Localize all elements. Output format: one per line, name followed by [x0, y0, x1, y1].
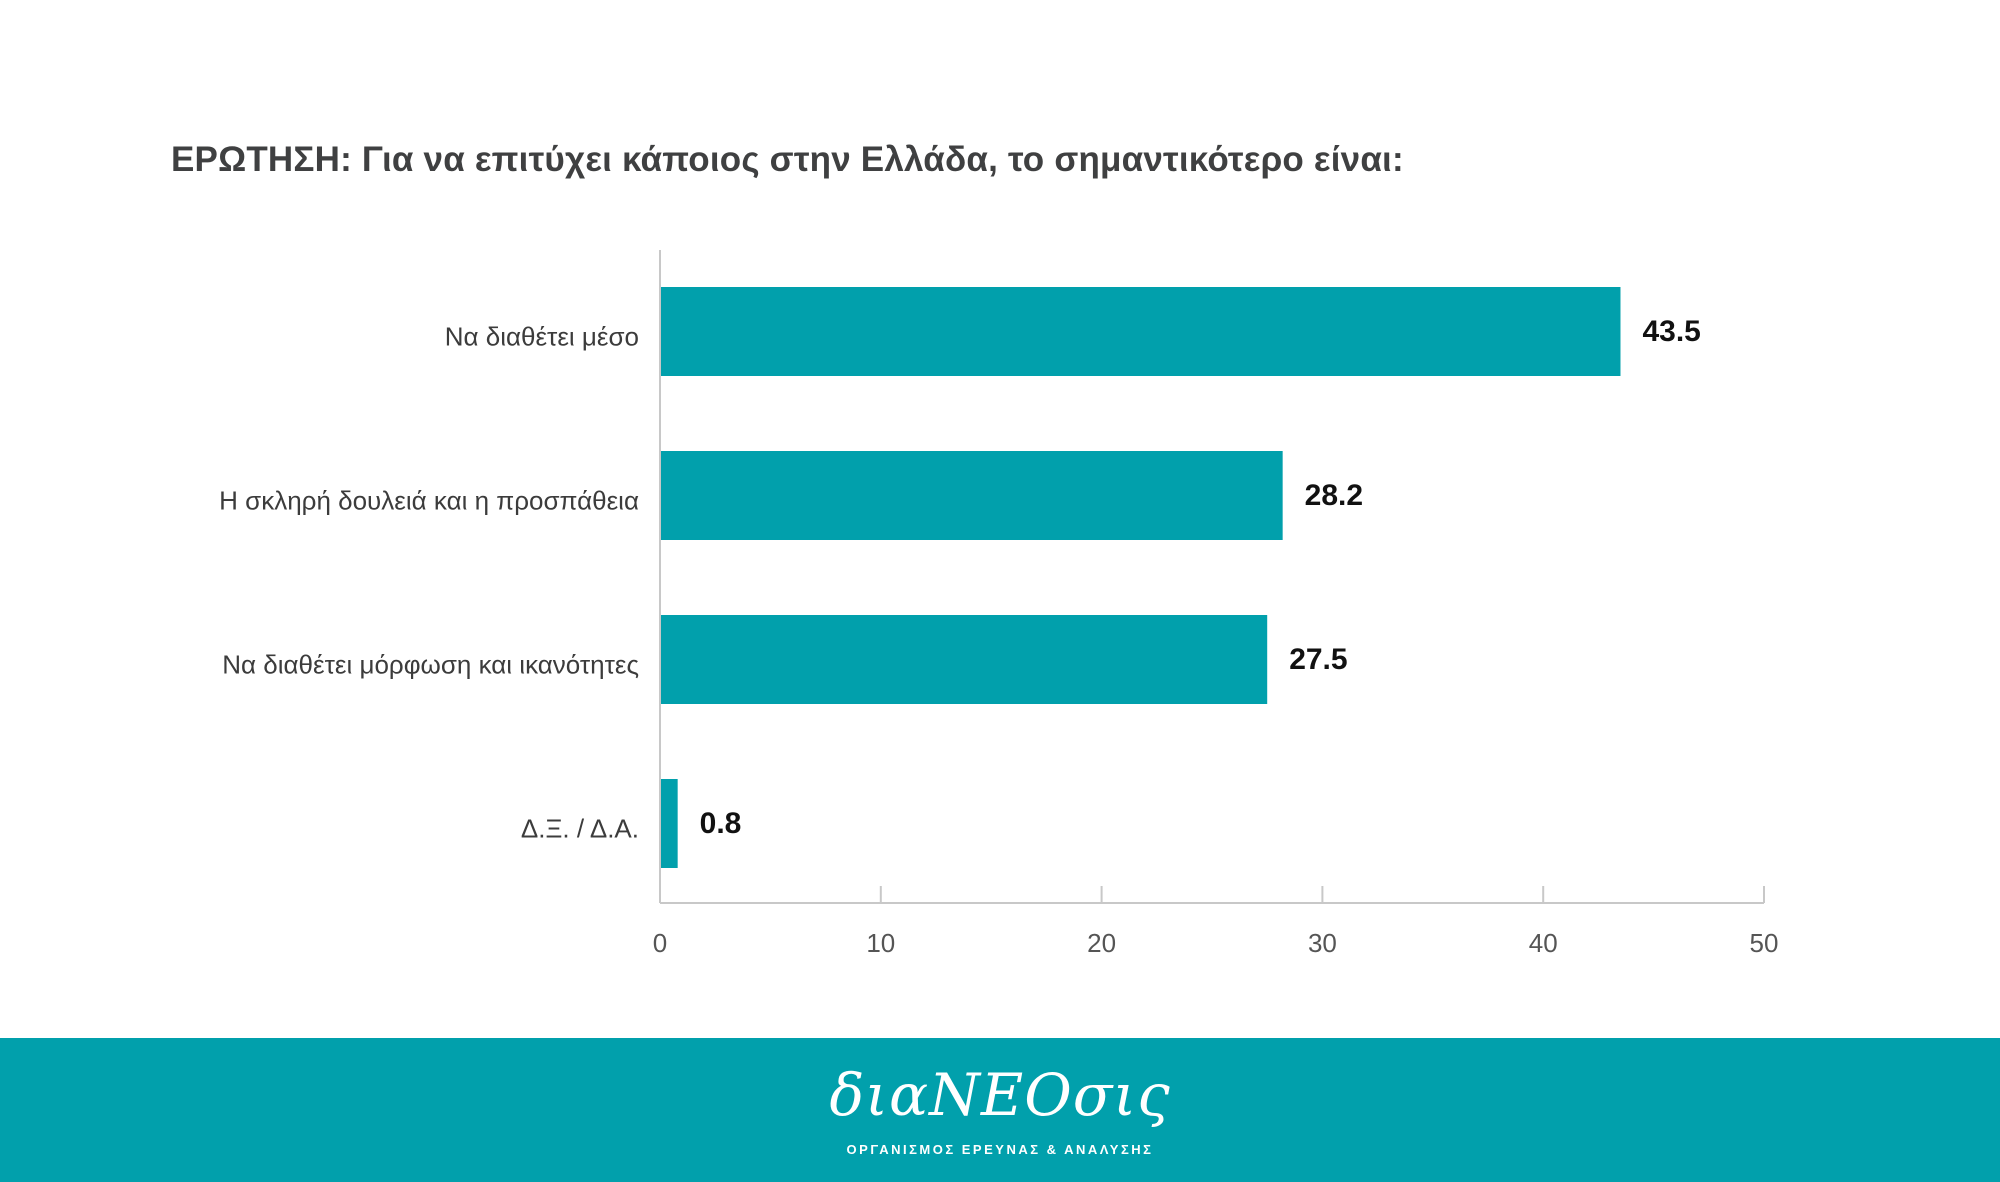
tick-label: 20	[1087, 928, 1116, 958]
category-label: Να διαθέτει μέσο	[445, 322, 639, 352]
data-label: 0.8	[700, 807, 742, 840]
tick-label: 0	[653, 928, 667, 958]
category-label: Η σκληρή δουλειά και η προσπάθεια	[219, 486, 639, 516]
bar	[660, 615, 1268, 704]
bar-chart: Να διαθέτει μέσο 43.5 Η σκληρή δουλειά και…	[219, 250, 1779, 958]
tick-label: 10	[866, 928, 895, 958]
footer-tagline: ΟΡΓΑΝΙΣΜΟΣ ΕΡΕΥΝΑΣ & ΑΝΑΛΥΣΗΣ	[846, 1142, 1154, 1157]
tick-label: 50	[1750, 928, 1779, 958]
bar	[660, 451, 1283, 540]
data-label: 27.5	[1289, 643, 1347, 676]
data-label: 43.5	[1642, 315, 1700, 348]
tick-label: 40	[1529, 928, 1558, 958]
tick-label: 30	[1308, 928, 1337, 958]
data-label: 28.2	[1305, 479, 1363, 512]
category-label: Δ.Ξ. / Δ.Α.	[521, 814, 639, 844]
footer-banner: διαΝΕΟσις ΟΡΓΑΝΙΣΜΟΣ ΕΡΕΥΝΑΣ & ΑΝΑΛΥΣΗΣ	[0, 1038, 2000, 1182]
dianeosis-logo: διαΝΕΟσις	[829, 1061, 1171, 1129]
chart-title: ΕΡΩΤΗΣΗ: Για να επιτύχει κάποιος στην Ελ…	[171, 140, 1404, 179]
bar	[660, 287, 1621, 376]
bar	[660, 779, 678, 868]
category-label: Να διαθέτει μόρφωση και ικανότητες	[222, 650, 639, 680]
